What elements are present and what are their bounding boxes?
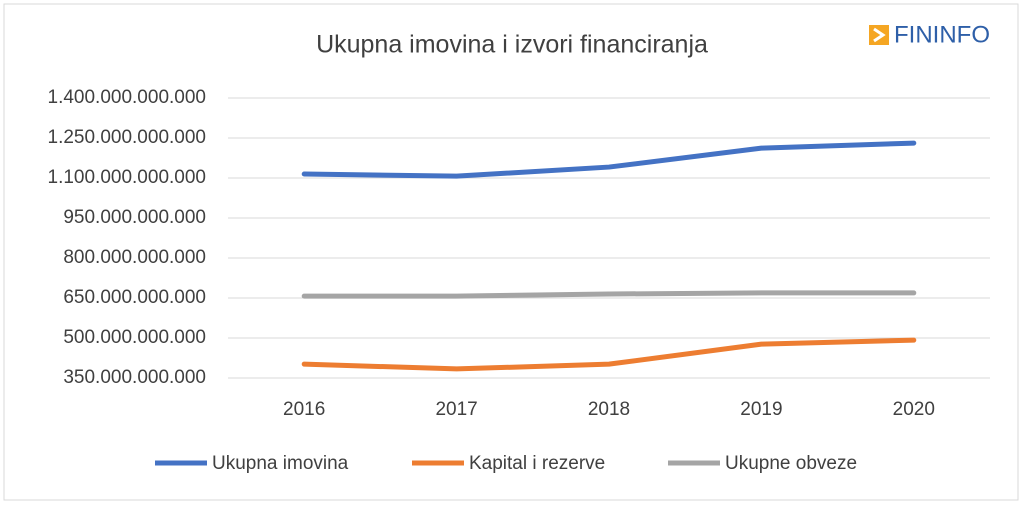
x-tick-label: 2018 (588, 399, 630, 420)
y-tick-label: 1.100.000.000.000 (48, 167, 207, 188)
x-tick-label: 2020 (893, 399, 935, 420)
legend-label: Ukupne obveze (725, 453, 857, 474)
logo-text: FININFO (894, 21, 990, 48)
y-tick-label: 350.000.000.000 (63, 367, 206, 388)
y-tick-label: 800.000.000.000 (63, 247, 206, 268)
legend-label: Kapital i rezerve (469, 453, 605, 474)
x-tick-label: 2019 (740, 399, 782, 420)
logo-arrow (873, 27, 886, 43)
x-tick-label: 2016 (283, 399, 325, 420)
x-tick-label: 2017 (435, 399, 477, 420)
series-line (301, 290, 917, 299)
y-tick-label: 950.000.000.000 (63, 207, 206, 228)
y-tick-label: 500.000.000.000 (63, 327, 206, 348)
legend-label: Ukupna imovina (212, 453, 349, 474)
series-line (301, 140, 917, 179)
chart-border (3, 3, 1019, 501)
chart-title: Ukupna imovina i izvori financiranja (316, 31, 708, 59)
series-line (301, 337, 917, 372)
y-tick-label: 1.400.000.000.000 (48, 87, 207, 108)
y-tick-label: 1.250.000.000.000 (48, 127, 207, 148)
logo: FININFO (869, 21, 990, 48)
logo-icon (869, 25, 889, 45)
y-tick-label: 650.000.000.000 (63, 287, 206, 308)
